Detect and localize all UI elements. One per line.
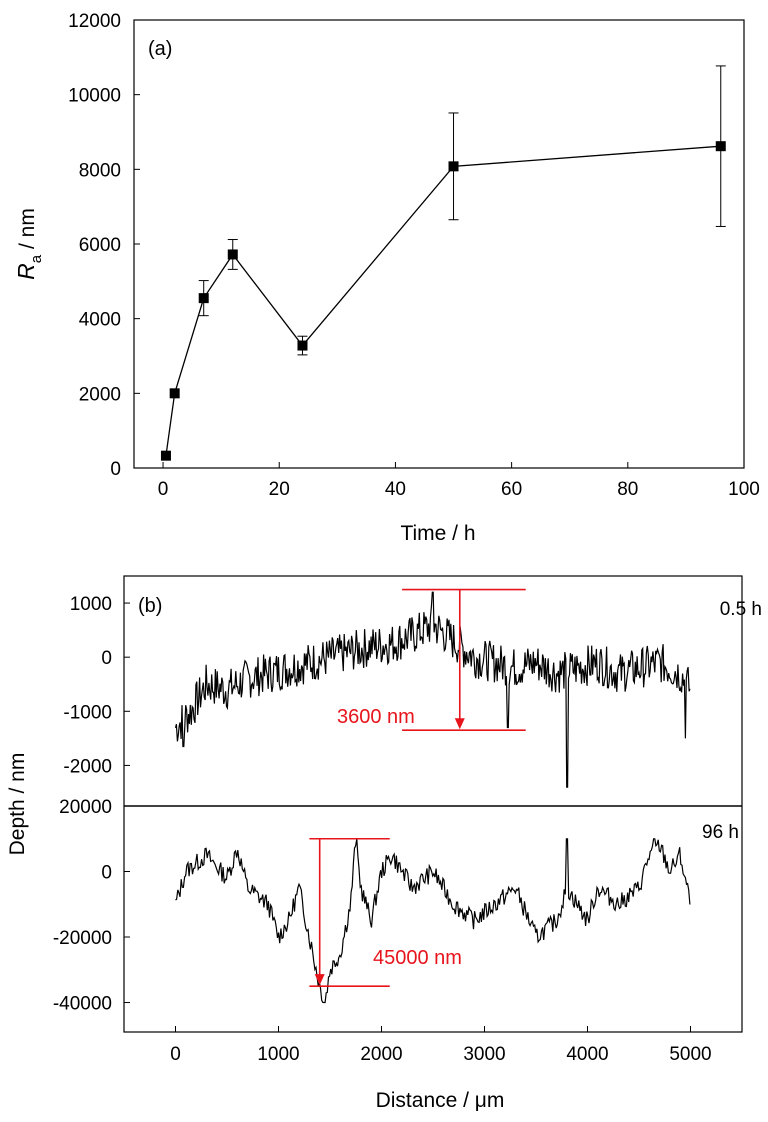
profile-0-5h-trace (174, 591, 691, 788)
profile-0-5h: 0.5 h 3600 nm (174, 588, 762, 788)
panel-a-ra-vs-time: (a) 0 20 40 60 80 100 0 2000 4000 6000 8000 10000 12… (13, 11, 760, 545)
profile-96h-depth-label: 45000 nm (373, 947, 462, 969)
data-point (227, 249, 238, 260)
y-tick-label: 10000 (68, 86, 121, 107)
x-tick-label: 60 (501, 479, 522, 500)
panel-b-depth-profiles: (b) 0 1000 2000 3000 4000 5000 -2000 -1000 0 1000… (6, 575, 762, 1112)
x-tick-label: 20 (269, 479, 290, 500)
profile-96h-trace (175, 838, 691, 1004)
panel-a-series-line (165, 145, 721, 456)
panel-a-x-axis-label: Time / h (400, 522, 475, 545)
data-point (169, 388, 180, 399)
data-point (297, 340, 308, 351)
y-tick-label: 8000 (79, 160, 121, 181)
data-point (715, 141, 726, 152)
x-tick-label: 100 (728, 479, 760, 500)
profile-96h-depth-annotation: 45000 nm (309, 837, 462, 987)
y-tick-label: -40000 (53, 994, 112, 1015)
panel-b-plot-frame (123, 575, 743, 1033)
panel-a-markers (160, 141, 726, 461)
panel-a-y-axis-label-subscript: a (28, 254, 45, 263)
data-point (448, 161, 459, 172)
y-tick-label: -20000 (53, 928, 112, 949)
profile-0-5h-depth-annotation: 3600 nm (337, 588, 526, 732)
profile-96h: 96 h 45000 nm (175, 822, 739, 1004)
panel-b-y-axis-label: Depth / nm (6, 753, 29, 856)
panel-b-x-axis-label: Distance / μm (376, 1089, 505, 1112)
x-tick-label: 1000 (257, 1044, 299, 1065)
panel-a-error-bars (198, 65, 726, 356)
profile-0-5h-depth-label: 3600 nm (337, 706, 415, 728)
panel-a-y-axis-label: Ra / nm (13, 208, 45, 280)
x-tick-label: 3000 (463, 1044, 505, 1065)
panel-b-axes: 0 1000 2000 3000 4000 5000 -2000 -1000 0 1000 -400… (53, 594, 712, 1065)
data-point (198, 293, 209, 304)
annotation-arrowhead (454, 718, 465, 730)
x-tick-label: 4000 (566, 1044, 608, 1065)
x-tick-label: 5000 (669, 1044, 711, 1065)
panel-a-axes: 0 20 40 60 80 100 0 2000 4000 6000 8000 10000 12000 (68, 11, 760, 500)
y-tick-label: -2000 (63, 756, 112, 777)
y-tick-label: -1000 (63, 702, 112, 723)
panel-b-label: (b) (138, 595, 162, 617)
x-tick-label: 40 (385, 479, 406, 500)
panel-a-plot-frame (133, 19, 745, 469)
annotation-arrowhead (314, 974, 325, 986)
y-tick-label: 2000 (79, 384, 121, 405)
y-tick-label: 6000 (79, 235, 121, 256)
profile-0-5h-label: 0.5 h (720, 599, 762, 620)
y-tick-label: 0 (101, 863, 112, 884)
panel-a-y-axis-label-symbol: R (13, 263, 39, 280)
y-tick-label: 0 (110, 459, 121, 480)
y-tick-label: 4000 (79, 310, 121, 331)
x-tick-label: 2000 (360, 1044, 402, 1065)
x-tick-label: 80 (617, 479, 638, 500)
x-tick-label: 0 (170, 1044, 181, 1065)
y-tick-label: 0 (101, 648, 112, 669)
data-point (160, 450, 171, 461)
profile-96h-label: 96 h (702, 822, 739, 843)
y-tick-label: 1000 (70, 594, 112, 615)
panel-a-y-axis-label-unit: / nm (16, 208, 39, 255)
x-tick-label: 0 (158, 479, 169, 500)
panel-a-label: (a) (148, 38, 172, 60)
y-tick-label: 20000 (59, 797, 112, 818)
y-tick-label: 12000 (68, 11, 121, 32)
